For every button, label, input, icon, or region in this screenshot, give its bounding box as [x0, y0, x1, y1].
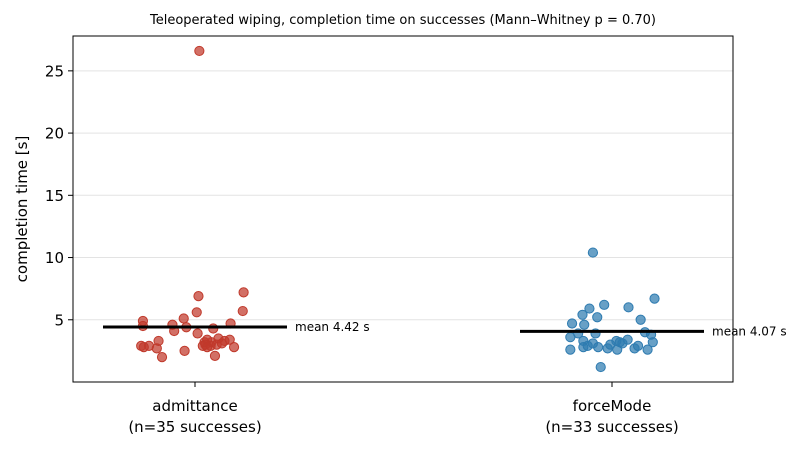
data-point	[584, 303, 595, 314]
y-axis-label: completion time [s]	[13, 136, 31, 283]
data-point	[612, 344, 623, 355]
data-point	[578, 342, 589, 353]
y-tick-label: 25	[45, 62, 64, 80]
data-point	[605, 339, 616, 350]
data-point	[632, 340, 644, 352]
data-point	[238, 287, 249, 298]
data-point	[579, 319, 590, 330]
y-axis: 5 10 15 20 25	[45, 62, 73, 329]
data-point	[216, 338, 228, 349]
gridlines	[73, 70, 733, 321]
data-point	[599, 299, 610, 310]
plot-frame	[72, 35, 734, 383]
x-tick-sublabel: (n=35 successes)	[128, 418, 261, 436]
data-point	[179, 345, 190, 356]
data-point	[156, 352, 168, 363]
data-point	[592, 312, 603, 323]
data-point	[237, 305, 248, 317]
data-point	[593, 342, 604, 353]
data-points	[136, 45, 660, 373]
x-axis: admittance (n=35 successes) forceMode (n=33…	[128, 382, 679, 436]
data-point	[228, 342, 240, 353]
data-point	[566, 318, 578, 329]
data-point	[194, 45, 205, 57]
data-point	[565, 344, 576, 355]
data-point	[623, 302, 634, 313]
data-point	[202, 342, 213, 353]
data-point	[635, 314, 646, 325]
x-tick-label: admittance	[152, 397, 237, 415]
y-tick-label: 5	[54, 311, 64, 329]
data-point	[151, 343, 162, 354]
mean-lines: mean 4.42 s mean 4.07 s	[103, 320, 787, 338]
data-point	[642, 344, 653, 355]
data-point	[649, 293, 660, 304]
data-point	[622, 334, 633, 345]
data-point	[209, 350, 221, 361]
data-point	[565, 332, 576, 343]
y-tick-label: 15	[45, 187, 64, 205]
chart-title: Teleoperated wiping, completion time on …	[149, 13, 656, 28]
data-point	[138, 342, 149, 353]
data-point	[191, 307, 202, 318]
mean-label: mean 4.42 s	[295, 320, 370, 334]
x-tick-sublabel: (n=33 successes)	[545, 418, 678, 436]
data-point	[595, 361, 606, 373]
data-point	[587, 247, 599, 258]
data-point	[647, 337, 658, 348]
y-tick-label: 10	[45, 249, 64, 267]
data-point	[577, 309, 588, 320]
data-point	[193, 291, 204, 302]
y-tick-label: 20	[45, 125, 64, 143]
mean-label: mean 4.07 s	[712, 324, 787, 338]
data-point	[178, 313, 189, 324]
x-tick-label: forceMode	[573, 397, 652, 415]
data-point	[192, 328, 203, 339]
